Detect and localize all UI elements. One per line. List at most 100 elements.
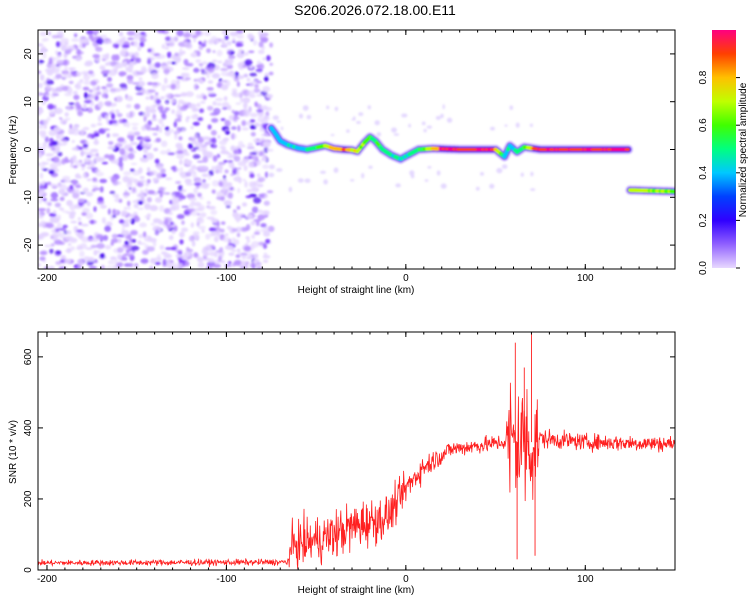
noise-speckle (161, 84, 166, 91)
noise-speckle (104, 101, 112, 106)
noise-speckle (203, 40, 207, 44)
noise-speckle (97, 201, 105, 205)
noise-speckle (234, 260, 242, 266)
noise-speckle (193, 231, 200, 235)
noise-speckle (40, 74, 45, 80)
noise-speckle (93, 131, 99, 137)
noise-speckle (249, 173, 254, 178)
noise-speckle (140, 42, 145, 47)
noise-speckle (172, 198, 180, 205)
noise-speckle (257, 173, 261, 177)
noise-speckle (153, 148, 158, 151)
noise-speckle (188, 143, 193, 149)
noise-speckle (213, 50, 216, 53)
spectrogram-xtick-label: 0 (403, 273, 409, 284)
noise-speckle (158, 119, 163, 125)
noise-speckle (115, 194, 119, 199)
noise-speckle (196, 94, 201, 99)
noise-speckle (110, 160, 116, 163)
noise-speckle (208, 124, 212, 129)
noise-speckle (53, 156, 60, 162)
noise-speckle (128, 207, 131, 210)
noise-speckle (151, 223, 155, 226)
noise-speckle (186, 247, 190, 252)
noise-speckle (44, 245, 52, 247)
noise-speckle (361, 173, 364, 179)
noise-speckle (147, 179, 151, 184)
noise-speckle (117, 254, 121, 260)
noise-speckle (198, 41, 201, 45)
noise-speckle (66, 248, 71, 253)
noise-speckle (123, 123, 127, 127)
noise-speckle (89, 34, 94, 39)
noise-speckle (441, 183, 447, 188)
noise-speckle (174, 36, 179, 41)
noise-speckle (394, 133, 399, 136)
noise-speckle (248, 161, 254, 167)
noise-speckle (191, 222, 194, 228)
noise-speckle (423, 129, 426, 132)
noise-speckle (263, 260, 268, 263)
noise-speckle (207, 92, 215, 94)
noise-speckle (124, 207, 128, 210)
noise-speckle (52, 237, 58, 240)
noise-speckle (265, 172, 268, 178)
noise-speckle (436, 116, 441, 120)
noise-speckle (254, 160, 262, 162)
noise-speckle (168, 41, 175, 47)
noise-speckle (250, 221, 255, 226)
spectrogram-ylabel: Frequency (Hz) (8, 116, 19, 185)
noise-speckle (157, 254, 161, 259)
noise-speckle (266, 55, 271, 61)
noise-speckle (176, 110, 182, 116)
noise-speckle (243, 102, 248, 109)
noise-speckle (256, 109, 263, 113)
noise-speckle (53, 127, 60, 133)
noise-speckle (146, 144, 153, 147)
noise-speckle (228, 184, 232, 189)
noise-speckle (76, 230, 82, 233)
noise-speckle (119, 219, 125, 223)
noise-speckle (227, 51, 230, 55)
noise-speckle (51, 141, 58, 146)
noise-speckle (178, 136, 182, 140)
noise-speckle (119, 148, 125, 155)
noise-speckle (117, 247, 123, 253)
noise-speckle (70, 185, 74, 190)
noise-speckle (223, 237, 230, 243)
noise-speckle (130, 230, 138, 235)
noise-speckle (120, 38, 125, 41)
noise-speckle (123, 171, 131, 175)
colorbar-tick-label: 0.4 (698, 165, 709, 179)
noise-speckle (178, 197, 182, 201)
noise-speckle (132, 170, 141, 175)
noise-speckle (175, 181, 181, 184)
noise-speckle (225, 35, 229, 40)
noise-speckle (136, 93, 144, 96)
noise-speckle (73, 91, 78, 95)
noise-speckle (117, 262, 124, 267)
noise-speckle (73, 129, 80, 136)
noise-speckle (182, 255, 187, 260)
noise-speckle (103, 128, 110, 130)
noise-speckle (228, 160, 234, 162)
noise-speckle (247, 90, 255, 94)
noise-speckle (238, 213, 244, 217)
noise-speckle (42, 162, 49, 164)
noise-speckle (184, 153, 190, 156)
noise-speckle (68, 103, 74, 106)
noise-speckle (165, 217, 173, 222)
noise-speckle (273, 115, 279, 120)
noise-speckle (264, 115, 269, 120)
noise-speckle (250, 113, 258, 118)
noise-speckle (107, 221, 112, 224)
noise-speckle (134, 52, 139, 58)
noise-speckle (144, 123, 151, 128)
noise-speckle (232, 93, 240, 98)
noise-speckle (163, 259, 167, 265)
noise-speckle (234, 156, 240, 162)
noise-speckle (108, 146, 116, 150)
noise-speckle (66, 200, 73, 206)
noise-speckle (71, 38, 79, 42)
